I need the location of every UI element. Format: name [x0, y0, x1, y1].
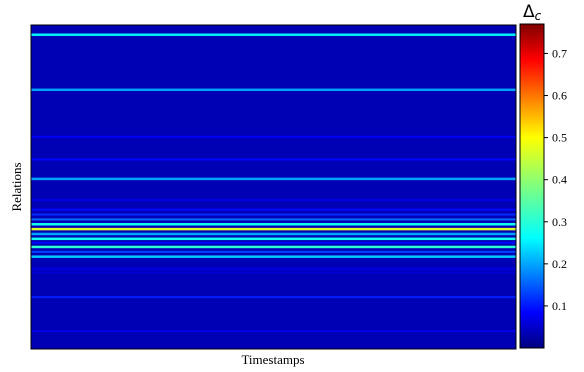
- colorbar-tick-label: 0.6: [552, 89, 567, 103]
- colorbar-ticks: 0.1 0.2 0.3 0.4 0.5 0.6 0.7: [544, 46, 567, 313]
- colorbar-tick-label: 0.1: [552, 299, 567, 313]
- heatmap-band: [31, 271, 516, 274]
- heatmap-band: [31, 198, 516, 201]
- heatmap-band: [31, 245, 516, 249]
- heatmap-band: [31, 177, 516, 181]
- colorbar-tick-label: 0.2: [552, 257, 567, 271]
- heatmap-band: [31, 33, 516, 36]
- heatmap-band: [31, 135, 516, 138]
- colorbar-title: Δc: [523, 2, 542, 23]
- heatmap-band: [31, 88, 516, 92]
- heatmap-band: [31, 330, 516, 333]
- y-axis-label: Relations: [9, 162, 24, 211]
- colorbar: 0.1 0.2 0.3 0.4 0.5 0.6 0.7 Δc: [519, 2, 567, 349]
- heatmap-band: [31, 296, 516, 299]
- plot-frame: [30, 24, 517, 350]
- colorbar-tick-label: 0.3: [552, 215, 567, 229]
- heatmap-band: [31, 232, 516, 236]
- heatmap-plot-area: [31, 25, 516, 349]
- heatmap-band: [31, 213, 516, 216]
- colorbar-tick-label: 0.4: [552, 173, 567, 187]
- colorbar-gradient: [519, 23, 545, 349]
- colorbar-tick-label: 0.5: [552, 131, 567, 145]
- colorbar-title-sub: c: [535, 9, 542, 23]
- heatmap-band: [31, 241, 516, 244]
- heatmap-band: [31, 237, 516, 241]
- colorbar-title-main: Δ: [523, 2, 535, 22]
- colorbar-tick-label: 0.7: [552, 46, 567, 60]
- heatmap-background: [31, 25, 516, 349]
- heatmap-band: [31, 158, 516, 161]
- heatmap-band: [31, 250, 516, 253]
- x-axis-label: Timestamps: [241, 352, 304, 367]
- heatmap-band: [31, 268, 516, 271]
- heatmap-band: [31, 227, 516, 231]
- heatmap-band: [31, 208, 516, 211]
- heatmap-band: [31, 267, 516, 269]
- heatmap-band: [31, 223, 516, 226]
- heatmap-band: [31, 218, 516, 221]
- heatmap-band: [31, 255, 516, 258]
